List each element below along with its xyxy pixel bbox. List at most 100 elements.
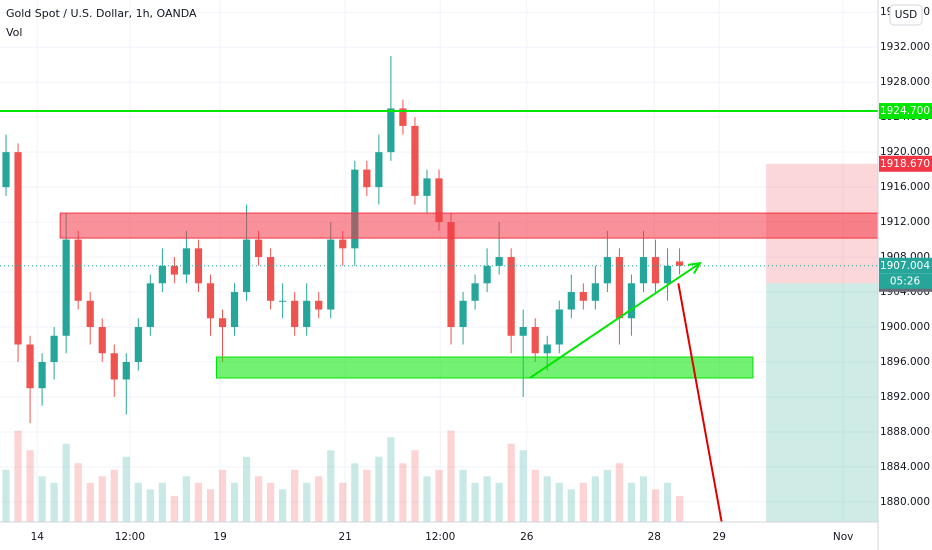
candle-body	[543, 344, 551, 354]
volume-bar	[303, 482, 311, 522]
price-tag-label: 1918.670	[880, 158, 930, 170]
candle-body	[327, 239, 335, 310]
x-tick-label: Nov	[833, 531, 854, 543]
volume-bar	[26, 450, 34, 522]
trend-arrow	[529, 262, 701, 379]
volume-bar	[543, 476, 551, 522]
volume-bar	[483, 476, 491, 522]
candle-body	[615, 257, 624, 319]
volume-bar	[555, 482, 563, 522]
candle-body	[591, 283, 599, 301]
candle-body	[387, 108, 395, 153]
volume-bar	[519, 450, 527, 522]
currency-button[interactable]	[889, 4, 923, 26]
candle-body	[495, 257, 503, 266]
candle-body	[291, 300, 299, 328]
candle-body	[218, 318, 227, 328]
candle-body	[14, 152, 22, 345]
candle-body	[447, 222, 455, 328]
projection-line	[677, 283, 723, 523]
x-tick-label: 26	[520, 531, 534, 543]
candle-body	[435, 178, 443, 223]
target-zone	[766, 283, 878, 522]
candle-body	[507, 257, 515, 336]
volume-bar	[615, 463, 624, 522]
candle-body	[639, 257, 648, 284]
candle-body	[158, 265, 166, 284]
volume-bar	[411, 450, 419, 522]
volume-bar	[134, 482, 142, 522]
candle-body	[363, 169, 371, 188]
volume-bar	[291, 469, 299, 522]
arrow-head	[687, 261, 702, 275]
volume-bar	[74, 463, 82, 522]
countdown-label: 05:26	[890, 275, 921, 287]
candle-body	[267, 257, 275, 301]
x-tick-label: 12:00	[425, 531, 455, 543]
price-tag-label: 1907.004	[880, 260, 930, 272]
volume-bar	[423, 476, 431, 522]
candle-body	[254, 239, 263, 258]
candle-body	[26, 344, 34, 389]
y-tick-label: 1892.000	[880, 391, 930, 403]
volume-bar	[567, 489, 575, 522]
volume-bar	[98, 476, 106, 522]
candle-body	[194, 248, 203, 284]
volume-bar	[62, 443, 70, 522]
candle-body	[675, 261, 684, 266]
volume-bar	[267, 482, 275, 522]
candle-body	[351, 169, 359, 249]
candle-body	[315, 300, 323, 310]
price-tag	[879, 257, 932, 274]
volume-bar	[507, 443, 515, 522]
volume-bar	[447, 430, 455, 522]
y-tick-label: 1884.000	[880, 461, 930, 473]
y-tick-label: 1900.000	[880, 321, 930, 333]
currency-label: USD	[895, 9, 917, 21]
volume-bar	[399, 463, 407, 522]
x-tick-label: 14	[31, 531, 45, 543]
volume-bar	[38, 476, 46, 522]
volume-bar	[459, 469, 467, 522]
volume-bar	[158, 482, 166, 522]
candle-body	[98, 327, 106, 354]
x-tick-label: 12:00	[115, 531, 145, 543]
volume-bar	[639, 476, 648, 522]
price-tag-label: 1924.700	[880, 105, 930, 117]
candle-body	[555, 309, 563, 345]
y-tick-label: 1916.000	[880, 181, 930, 193]
candle-body	[603, 257, 611, 284]
candle-body	[242, 239, 251, 293]
candle-body	[579, 292, 587, 301]
volume-label: Vol	[6, 26, 22, 39]
volume-bar	[663, 482, 672, 522]
x-tick-label: 19	[213, 531, 226, 543]
candle-body	[62, 239, 70, 336]
chart-title: Gold Spot / U.S. Dollar, 1h, OANDA	[6, 7, 197, 20]
price-tag	[879, 155, 932, 172]
volume-bar	[579, 482, 587, 522]
y-tick-label: 1928.000	[880, 76, 930, 88]
candle-body	[651, 257, 660, 284]
x-tick-label: 21	[338, 531, 351, 543]
volume-bar	[435, 469, 443, 522]
volume-bar	[122, 456, 130, 522]
y-tick-label: 1932.000	[880, 41, 930, 53]
candle-body	[627, 283, 636, 319]
candle-body	[86, 300, 94, 328]
candle-body	[567, 292, 575, 310]
volume-bar	[387, 437, 395, 522]
volume-bar	[351, 463, 359, 522]
volume-bar	[363, 469, 371, 522]
volume-bar	[375, 456, 383, 522]
candle-body	[519, 327, 527, 336]
zone	[59, 212, 879, 239]
candle-body	[423, 178, 431, 196]
volume-bar	[627, 482, 636, 522]
candle-body	[459, 300, 467, 328]
volume-bar	[495, 482, 503, 522]
candle-body	[411, 125, 419, 196]
volume-bar	[254, 476, 263, 522]
candle-body	[206, 283, 215, 319]
